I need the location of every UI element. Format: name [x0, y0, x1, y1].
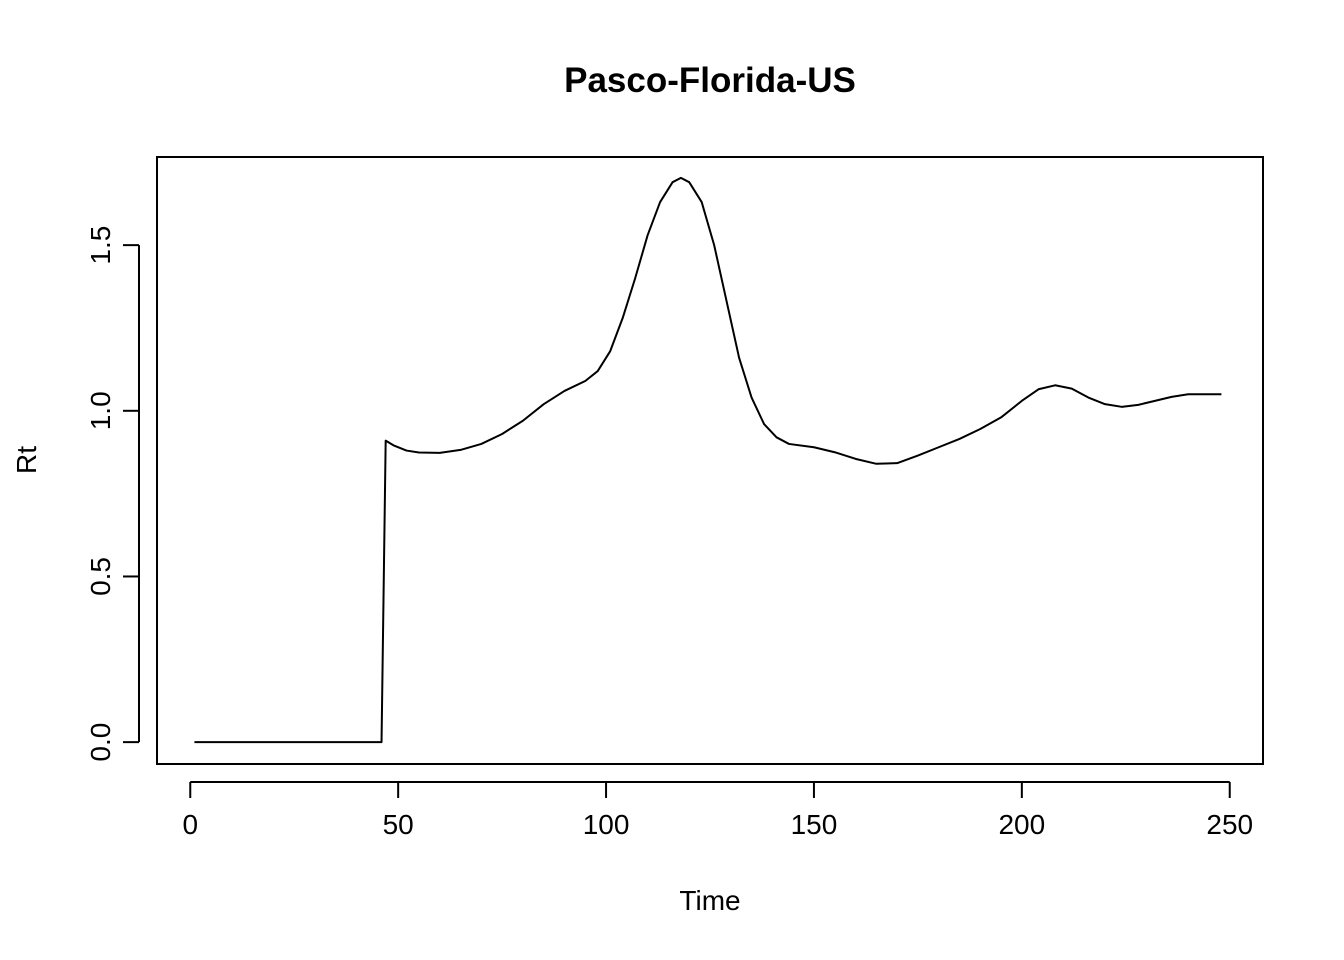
y-tick-label: 1.5 — [85, 226, 116, 265]
x-axis-label: Time — [679, 885, 740, 916]
y-tick-label: 0.5 — [85, 557, 116, 596]
x-tick-label: 100 — [583, 809, 630, 840]
rt-series-line — [194, 176, 1222, 744]
x-tick-label: 200 — [998, 809, 1045, 840]
x-axis: 0 50 100 150 200 250 — [182, 781, 1253, 840]
chart-title: Pasco-Florida-US — [564, 61, 856, 100]
y-axis-label: Rt — [11, 446, 42, 474]
y-tick-label: 1.0 — [85, 391, 116, 430]
x-tick-label: 50 — [383, 809, 414, 840]
x-tick-label: 150 — [791, 809, 838, 840]
plot-frame — [156, 156, 1264, 765]
x-tick-label: 250 — [1206, 809, 1253, 840]
x-tick-label: 0 — [182, 809, 198, 840]
y-tick-label: 0.0 — [85, 723, 116, 762]
y-axis: 0.0 0.5 1.0 1.5 — [85, 226, 140, 762]
